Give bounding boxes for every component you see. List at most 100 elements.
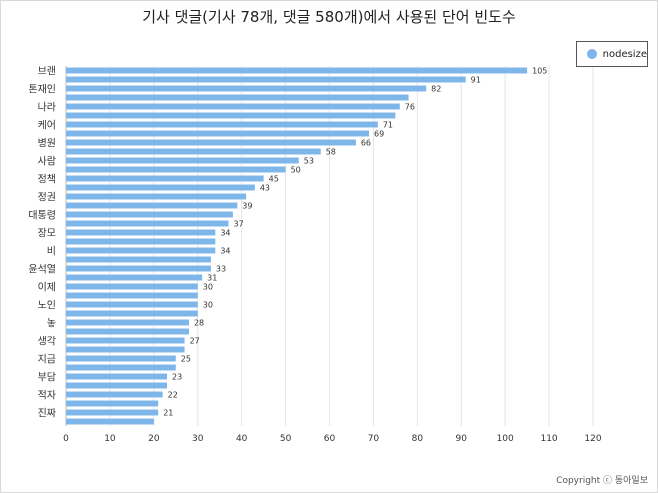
data-label: 50 [291, 166, 301, 175]
bar [66, 310, 198, 317]
legend-marker-icon [587, 49, 597, 59]
data-label: 33 [216, 265, 226, 274]
y-tick-label: 장모 [38, 228, 56, 240]
y-tick-label: 케어 [38, 120, 56, 132]
y-tick-label: 사람 [38, 155, 56, 168]
data-label: 82 [431, 85, 441, 94]
x-tick-label: 70 [368, 434, 380, 444]
bar [66, 292, 198, 299]
data-label: 23 [172, 373, 182, 382]
y-tick-label: 톤재인 [28, 84, 56, 96]
bar [66, 238, 216, 245]
bar [66, 157, 299, 164]
bar [66, 256, 211, 263]
data-label: 66 [361, 139, 371, 148]
bar [66, 121, 378, 128]
x-tick-label: 100 [497, 434, 514, 444]
y-tick-label: 부담 [38, 372, 56, 384]
x-tick-label: 40 [236, 434, 248, 444]
y-tick-label: 나라 [38, 102, 56, 114]
data-label: 27 [190, 337, 200, 346]
y-tick-label: 지금 [38, 354, 56, 366]
y-tick-label: 정책 [38, 174, 56, 186]
y-tick-label: 병원 [38, 138, 56, 150]
bar [66, 130, 370, 137]
data-label: 34 [220, 229, 230, 238]
bar [66, 103, 400, 110]
y-tick-label: 생각 [38, 336, 56, 348]
data-label: 39 [242, 202, 252, 211]
bar [66, 301, 198, 308]
bar [66, 373, 168, 380]
data-label: 91 [471, 76, 481, 85]
bar [66, 382, 168, 389]
data-label: 53 [304, 157, 314, 166]
bar [66, 85, 427, 92]
bar [66, 67, 528, 74]
x-tick-label: 90 [456, 434, 468, 444]
data-label: 30 [203, 283, 213, 292]
data-label: 45 [269, 175, 279, 184]
data-label: 69 [374, 130, 384, 139]
data-label: 31 [207, 274, 217, 283]
bar [66, 139, 356, 146]
bar [66, 166, 286, 173]
data-label: 105 [532, 67, 547, 76]
bar [66, 319, 189, 326]
data-label: 22 [168, 391, 178, 400]
y-tick-label: 대통령 [28, 210, 56, 222]
bar [66, 265, 211, 272]
bar [66, 364, 176, 371]
bar [66, 94, 409, 101]
y-tick-label: 이제 [38, 282, 56, 294]
bar [66, 229, 216, 236]
bar [66, 355, 176, 362]
x-tick-label: 120 [584, 434, 601, 444]
data-label: 28 [194, 319, 204, 328]
data-label: 71 [383, 121, 393, 130]
y-tick-label: 윤석열 [28, 264, 56, 276]
bar [66, 391, 163, 398]
bar [66, 202, 238, 209]
bar [66, 328, 189, 335]
data-label: 30 [203, 301, 213, 310]
bar [66, 76, 466, 83]
data-label: 37 [233, 220, 243, 229]
data-label: 21 [163, 409, 173, 418]
bar [66, 175, 264, 182]
bar [66, 112, 396, 119]
data-label: 25 [181, 355, 191, 364]
bar [66, 148, 321, 155]
x-tick-label: 10 [104, 434, 116, 444]
y-tick-label: 브랜 [38, 66, 56, 78]
data-label: 76 [405, 103, 415, 112]
x-tick-label: 50 [280, 434, 292, 444]
x-tick-label: 20 [148, 434, 160, 444]
y-tick-label: 정권 [38, 192, 56, 204]
y-tick-label: 진짜 [38, 408, 56, 420]
bar [66, 274, 203, 281]
x-tick-label: 0 [63, 434, 69, 444]
y-tick-label: 비 [47, 246, 56, 258]
chart-title: 기사 댓글(기사 78개, 댓글 580개)에서 사용된 단어 빈도수 [142, 8, 516, 26]
bar [66, 346, 185, 353]
bar [66, 193, 247, 200]
y-tick-label: 노인 [38, 300, 56, 312]
x-tick-label: 110 [540, 434, 557, 444]
bar [66, 409, 159, 416]
x-tick-label: 80 [412, 434, 424, 444]
x-tick-label: 60 [324, 434, 336, 444]
legend-label: nodesize [602, 48, 647, 60]
bar [66, 211, 233, 218]
x-tick-label: 30 [192, 434, 204, 444]
bar [66, 220, 229, 227]
bar [66, 337, 185, 344]
y-tick-label: 놓 [47, 318, 56, 330]
data-label: 34 [220, 247, 230, 256]
bar [66, 247, 216, 254]
bar [66, 418, 154, 425]
bar [66, 283, 198, 290]
legend[interactable]: nodesize [576, 41, 648, 67]
bar [66, 400, 159, 407]
